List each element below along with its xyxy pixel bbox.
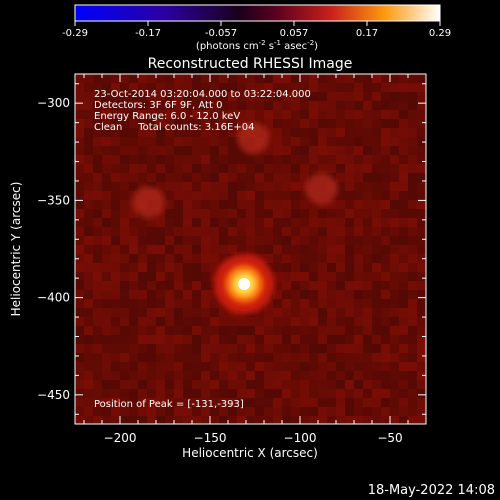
x-axis-label: Heliocentric X (arcsec) — [182, 446, 318, 460]
annotations: 23-Oct-2014 03:20:04.000 to 03:22:04.000… — [94, 89, 311, 133]
colorbar-ticks — [74, 21, 441, 26]
colorbar-tick-label: -0.29 — [62, 28, 88, 39]
annotation-line: Detectors: 3F 6F 9F, Att 0 — [94, 100, 222, 111]
colorbar-tick-label: 0.29 — [429, 28, 451, 39]
colorbar-tick-label: 0.057 — [280, 28, 309, 39]
image-area — [75, 74, 426, 424]
chart-title: Reconstructed RHESSI Image — [148, 56, 353, 72]
y-axis-ticks: −300 −350 −400 −450 — [37, 83, 426, 415]
y-tick-label: −450 — [37, 388, 70, 402]
source-3 — [305, 172, 338, 205]
y-axis-label: Heliocentric Y (arcsec) — [9, 182, 23, 317]
annotation-line: Clean Total counts: 3.16E+04 — [94, 122, 254, 133]
source-4 — [132, 186, 165, 219]
colorbar-unit-label: (photons cm-2 s-1 asec-2) — [196, 39, 318, 52]
colorbar-tick-label: -0.057 — [205, 28, 237, 39]
annotation-line: Energy Range: 6.0 - 12.0 keV — [94, 111, 240, 122]
colorbar — [75, 5, 440, 21]
timestamp: 18-May-2022 14:08 — [368, 483, 495, 498]
x-tick-label: −150 — [194, 431, 227, 445]
y-tick-label: −400 — [37, 291, 70, 305]
x-tick-label: −100 — [284, 431, 317, 445]
annotation-line: 23-Oct-2014 03:20:04.000 to 03:22:04.000 — [94, 89, 311, 100]
x-axis-ticks: −200 −150 −100 −50 — [83, 74, 409, 445]
y-tick-label: −300 — [37, 96, 70, 110]
source-2 — [237, 122, 270, 155]
y-tick-label: −350 — [37, 193, 70, 207]
colorbar-tick-labels: -0.29 -0.17 -0.057 0.057 0.17 0.29 — [62, 28, 451, 39]
peak-position-label: Position of Peak = [-131,-393] — [94, 399, 244, 410]
plot-frame — [74, 73, 427, 425]
x-tick-label: −50 — [377, 431, 402, 445]
peak-center — [238, 278, 251, 290]
peak-core — [225, 265, 264, 303]
x-tick-label: −200 — [104, 431, 137, 445]
colorbar-tick-label: 0.17 — [356, 28, 378, 39]
background-texture — [75, 74, 426, 424]
colorbar-tick-label: -0.17 — [135, 28, 161, 39]
